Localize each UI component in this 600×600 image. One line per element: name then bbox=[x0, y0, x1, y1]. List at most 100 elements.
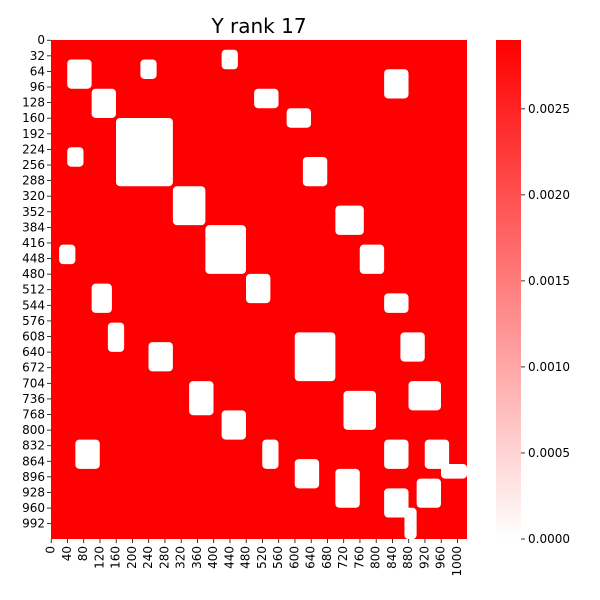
heatmap-low-region bbox=[91, 283, 112, 313]
heatmap-low-region bbox=[424, 439, 450, 469]
heatmap-low-region bbox=[400, 332, 425, 362]
x-tick-label: 520 bbox=[255, 546, 269, 569]
x-tick-label: 40 bbox=[60, 546, 74, 561]
x-tick-label: 680 bbox=[320, 546, 334, 569]
y-tick-label: 672 bbox=[22, 361, 45, 375]
colorbar-tick-label: 0.0025 bbox=[528, 102, 570, 116]
heatmap-low-region bbox=[441, 463, 467, 479]
x-tick-label: 280 bbox=[157, 546, 171, 569]
heatmap-low-region bbox=[116, 117, 173, 187]
heatmap-low-region bbox=[384, 439, 409, 469]
y-tick-label: 192 bbox=[22, 127, 45, 141]
y-tick-label: 448 bbox=[22, 252, 45, 266]
heatmap-low-region bbox=[302, 156, 328, 187]
x-tick-label: 120 bbox=[92, 546, 106, 569]
x-tick-label: 200 bbox=[125, 546, 139, 569]
heatmap-low-region bbox=[189, 381, 214, 416]
heatmap-low-region bbox=[254, 88, 279, 109]
y-tick-label: 96 bbox=[30, 80, 45, 94]
x-tick-label: 240 bbox=[141, 546, 155, 569]
y-tick-label: 960 bbox=[22, 501, 45, 515]
y-tick-label: 416 bbox=[22, 236, 45, 250]
y-tick-label: 832 bbox=[22, 439, 45, 453]
y-tick-label: 576 bbox=[22, 314, 45, 328]
heatmap-low-region bbox=[91, 88, 117, 118]
colorbar-tick-label: 0.0005 bbox=[528, 446, 570, 460]
heatmap-low-region bbox=[67, 147, 84, 167]
heatmap-low-region bbox=[335, 468, 360, 508]
x-tick-label: 440 bbox=[222, 546, 236, 569]
y-tick-label: 384 bbox=[22, 220, 45, 234]
heatmap-low-region bbox=[294, 332, 336, 382]
heatmap-low-region bbox=[148, 342, 173, 372]
y-tick-label: 800 bbox=[22, 423, 45, 437]
heatmap-low-region bbox=[172, 186, 206, 226]
colorbar-tick-label: 0.0000 bbox=[528, 532, 570, 546]
heatmap-low-region bbox=[343, 390, 376, 430]
heatmap-low-region bbox=[335, 205, 364, 235]
y-tick-label: 928 bbox=[22, 485, 45, 499]
x-tick-label: 920 bbox=[417, 546, 431, 569]
heatmap-low-region bbox=[416, 478, 442, 508]
y-tick-label: 256 bbox=[22, 158, 45, 172]
heatmap-low-region bbox=[140, 59, 157, 79]
y-tick-label: 992 bbox=[22, 517, 45, 531]
x-tick-label: 960 bbox=[434, 546, 448, 569]
y-tick-label: 352 bbox=[22, 205, 45, 219]
y-tick-label: 64 bbox=[30, 64, 45, 78]
y-tick-label: 704 bbox=[22, 376, 45, 390]
x-tick-label: 640 bbox=[304, 546, 318, 569]
heatmap-plot-area bbox=[51, 40, 467, 539]
x-tick-label: 360 bbox=[190, 546, 204, 569]
y-tick-label: 544 bbox=[22, 298, 45, 312]
heatmap-low-region bbox=[262, 439, 279, 469]
x-tick-label: 560 bbox=[271, 546, 285, 569]
colorbar-ticks: 0.0000 0.0005 0.0010 0.0015 0.0020 0.0025 bbox=[521, 102, 570, 546]
y-tick-label: 128 bbox=[22, 96, 45, 110]
colorbar-tick-label: 0.0020 bbox=[528, 188, 570, 202]
y-tick-label: 608 bbox=[22, 330, 45, 344]
y-tick-label: 32 bbox=[30, 49, 45, 63]
colorbar-tick-label: 0.0015 bbox=[528, 274, 570, 288]
y-tick-label: 0 bbox=[37, 33, 45, 47]
heatmap-cells bbox=[59, 49, 467, 539]
x-axis: 0 40 80 120 160 200 240 280 320 360 400 440 480 520 56… bbox=[44, 539, 464, 577]
heatmap-low-region bbox=[107, 322, 125, 352]
heatmap-low-region bbox=[384, 69, 409, 99]
heatmap-low-region bbox=[384, 293, 409, 313]
x-tick-label: 880 bbox=[401, 546, 415, 569]
x-tick-label: 480 bbox=[239, 546, 253, 569]
heatmap-low-region bbox=[408, 381, 441, 411]
y-axis: 0326496128160192224256288320352384416448… bbox=[22, 33, 51, 531]
y-tick-label: 512 bbox=[22, 283, 45, 297]
heatmap-low-region bbox=[404, 507, 417, 539]
y-tick-label: 768 bbox=[22, 407, 45, 421]
heatmap-low-region bbox=[205, 225, 247, 274]
x-tick-label: 720 bbox=[336, 546, 350, 569]
chart-title: Y rank 17 bbox=[210, 14, 306, 38]
y-tick-label: 864 bbox=[22, 454, 45, 468]
y-tick-label: 160 bbox=[22, 111, 45, 125]
heatmap-low-region bbox=[59, 244, 76, 265]
x-tick-label: 1000 bbox=[450, 546, 464, 577]
heatmap-low-region bbox=[294, 459, 320, 489]
colorbar-tick-label: 0.0010 bbox=[528, 360, 570, 374]
x-tick-label: 760 bbox=[352, 546, 366, 569]
heatmap-low-region bbox=[221, 410, 247, 440]
heatmap-low-region bbox=[67, 59, 92, 89]
y-tick-label: 640 bbox=[22, 345, 45, 359]
y-tick-label: 736 bbox=[22, 392, 45, 406]
colorbar: 0.0000 0.0005 0.0010 0.0015 0.0020 0.0025 bbox=[496, 40, 570, 546]
x-tick-label: 600 bbox=[287, 546, 301, 569]
heatmap-low-region bbox=[384, 488, 409, 518]
x-tick-label: 400 bbox=[206, 546, 220, 569]
x-tick-label: 80 bbox=[76, 546, 90, 561]
heatmap-low-region bbox=[246, 273, 271, 304]
x-tick-label: 160 bbox=[109, 546, 123, 569]
y-tick-label: 480 bbox=[22, 267, 45, 281]
y-tick-label: 224 bbox=[22, 142, 45, 156]
heatmap-low-region bbox=[286, 108, 312, 128]
heatmap-low-region bbox=[75, 439, 100, 469]
heatmap-low-region bbox=[221, 49, 238, 70]
